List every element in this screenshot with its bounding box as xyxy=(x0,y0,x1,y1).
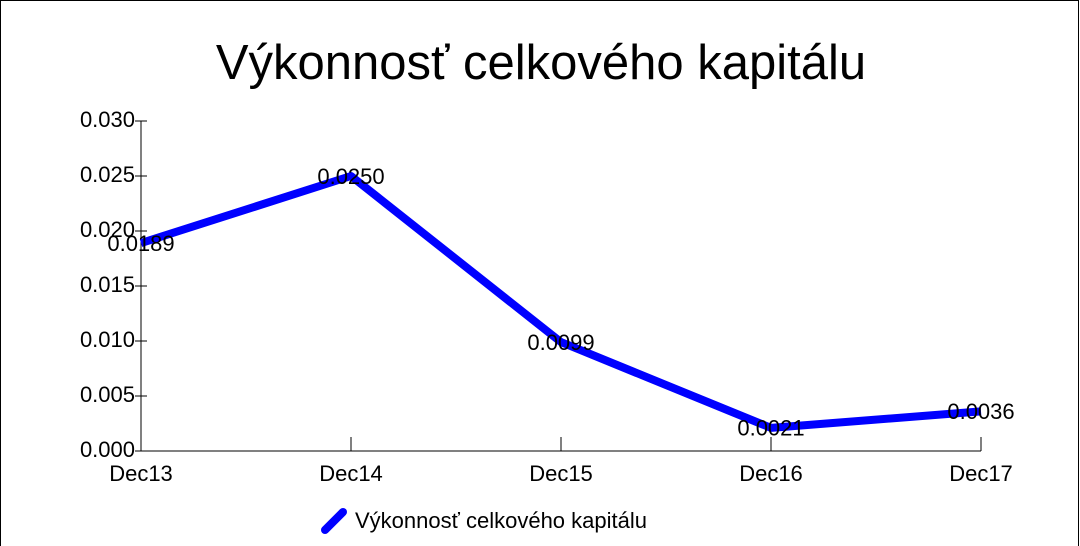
y-tick-label: 0.010 xyxy=(80,327,135,352)
x-tick-label: Dec13 xyxy=(109,461,173,486)
y-tick-label: 0.015 xyxy=(80,272,135,297)
y-tick-label: 0.020 xyxy=(80,217,135,242)
legend-marker xyxy=(321,508,347,534)
data-label: 0.0021 xyxy=(737,416,804,441)
x-tick-label: Dec14 xyxy=(319,461,383,486)
data-line xyxy=(139,172,982,432)
y-tick-label: 0.005 xyxy=(80,382,135,407)
y-tick-label: 0.025 xyxy=(80,162,135,187)
data-label: 0.0250 xyxy=(317,164,384,189)
x-tick-label: Dec17 xyxy=(949,461,1013,486)
data-label: 0.0099 xyxy=(527,330,594,355)
x-tick-label: Dec15 xyxy=(529,461,593,486)
x-tick-label: Dec16 xyxy=(739,461,803,486)
y-tick-label: 0.000 xyxy=(80,437,135,462)
chart-title: Výkonnosť celkového kapitálu xyxy=(216,36,866,90)
data-label: 0.0189 xyxy=(107,231,174,256)
legend-label: Výkonnosť celkového kapitálu xyxy=(355,508,647,533)
data-label: 0.0036 xyxy=(947,399,1014,424)
y-tick-label: 0.030 xyxy=(80,107,135,132)
